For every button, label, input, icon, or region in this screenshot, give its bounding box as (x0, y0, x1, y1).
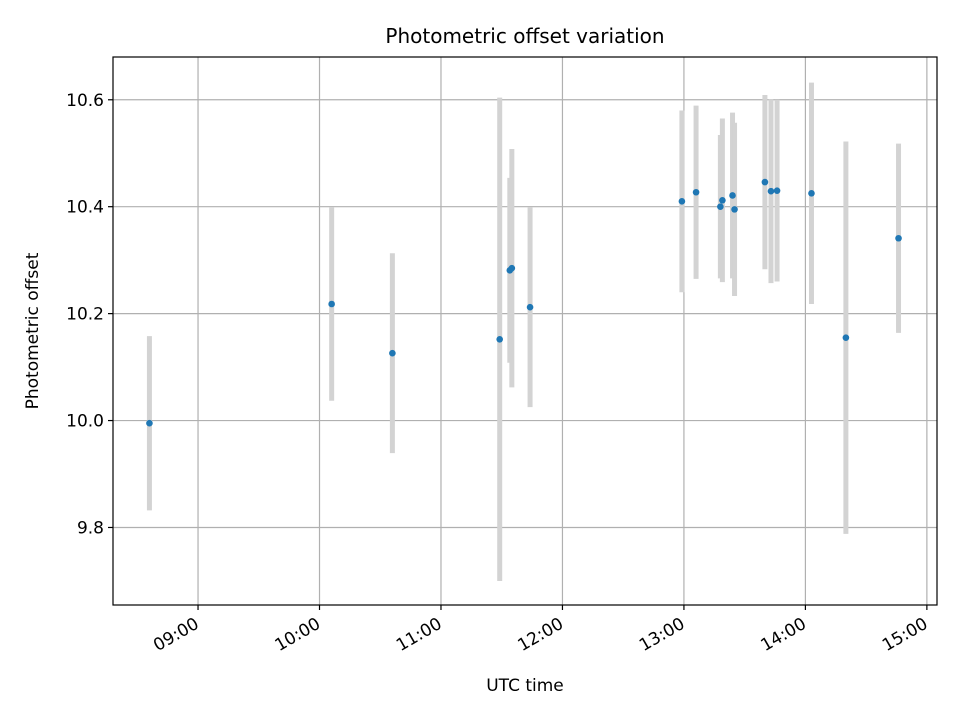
data-point (328, 300, 335, 308)
x-axis-label: UTC time (486, 676, 564, 696)
data-point (729, 192, 736, 199)
y-tick-label: 10.0 (66, 412, 104, 432)
y-tick-label: 10.4 (66, 198, 104, 218)
y-axis-label: Photometric offset (23, 252, 43, 409)
data-point (719, 196, 726, 204)
data-point (692, 188, 700, 196)
data-point (761, 178, 769, 186)
plot-frame (112, 56, 938, 606)
y-axis: 9.8 10.0 10.2 10.4 10.6 (66, 91, 113, 538)
data-point (767, 187, 775, 195)
data-point (773, 187, 781, 194)
data-point (146, 419, 153, 427)
data-point (731, 206, 738, 213)
data-point (895, 234, 902, 242)
data-point (717, 203, 724, 210)
data-point (808, 190, 815, 197)
data-point (508, 264, 516, 272)
data-point (678, 198, 686, 205)
data-points (146, 178, 902, 427)
data-point (526, 303, 534, 311)
data-point (496, 335, 503, 343)
data-point (842, 334, 850, 341)
y-tick-label: 10.2 (66, 305, 104, 325)
data-point (389, 349, 396, 357)
grid (113, 57, 937, 605)
y-tick-label: 9.8 (77, 518, 104, 538)
chart-title: Photometric offset variation (385, 24, 664, 48)
y-tick-label: 10.6 (66, 91, 104, 111)
